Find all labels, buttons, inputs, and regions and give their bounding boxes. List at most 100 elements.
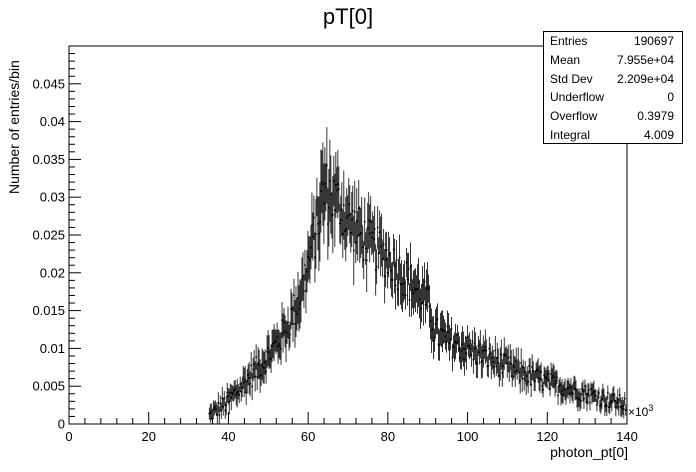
stats-row-overflow: Overflow 0.3979 <box>550 109 674 124</box>
data-point <box>496 357 499 359</box>
data-point <box>539 378 541 380</box>
data-point <box>443 330 446 332</box>
data-point <box>244 378 246 381</box>
data-point <box>379 245 382 248</box>
data-point <box>286 331 288 334</box>
data-point <box>352 249 355 252</box>
data-point <box>217 401 220 404</box>
data-point <box>322 183 324 185</box>
x-tick-label: 140 <box>616 429 638 444</box>
data-point <box>548 379 550 381</box>
data-point <box>351 209 354 212</box>
data-point <box>578 398 580 400</box>
data-point <box>610 400 612 402</box>
data-point <box>593 390 595 393</box>
data-point <box>485 349 488 352</box>
data-point <box>293 294 295 297</box>
data-point <box>602 391 604 394</box>
data-point <box>272 342 274 345</box>
data-point <box>268 351 270 354</box>
data-point <box>375 265 378 268</box>
data-point <box>590 388 592 390</box>
chart-title: pT[0] <box>322 4 374 29</box>
data-point <box>569 392 571 395</box>
data-point <box>386 271 389 274</box>
data-point <box>335 184 337 186</box>
data-point <box>360 224 363 227</box>
data-point <box>420 302 423 304</box>
data-point <box>266 350 268 353</box>
data-point <box>236 392 238 394</box>
data-point <box>308 256 310 259</box>
data-point <box>219 402 222 405</box>
data-point <box>453 346 456 349</box>
data-point <box>237 390 239 393</box>
data-point <box>425 288 428 291</box>
stats-row-entries: Entries 190697 <box>550 34 674 48</box>
data-point <box>531 366 533 368</box>
data-point <box>434 323 437 325</box>
data-point <box>489 353 492 355</box>
data-point <box>439 328 442 330</box>
data-point <box>585 393 587 395</box>
data-point <box>372 238 375 240</box>
data-point <box>307 255 309 258</box>
data-point <box>356 234 359 237</box>
data-point <box>431 328 434 331</box>
data-point <box>370 236 373 239</box>
data-point <box>555 380 557 383</box>
data-point <box>532 370 534 372</box>
data-point <box>428 305 431 308</box>
y-tick-label: 0.025 <box>32 228 65 243</box>
data-point <box>394 284 397 287</box>
data-point <box>415 288 418 290</box>
data-point <box>545 377 547 380</box>
data-point <box>211 417 214 420</box>
data-point <box>597 396 599 399</box>
data-points <box>208 127 627 424</box>
data-point <box>615 407 617 409</box>
data-point <box>300 300 302 303</box>
data-point <box>254 375 256 378</box>
data-point <box>336 189 338 191</box>
data-point <box>478 351 481 353</box>
data-point <box>587 393 589 395</box>
data-point <box>317 222 319 225</box>
data-point <box>373 228 376 230</box>
data-point <box>603 394 605 397</box>
data-point <box>472 358 475 361</box>
x-axis-label: photon_pt[0] <box>550 444 628 460</box>
data-point <box>333 180 335 182</box>
data-point <box>471 340 474 343</box>
data-point <box>224 409 227 412</box>
data-point <box>313 216 315 219</box>
data-point <box>311 224 313 227</box>
data-point <box>623 408 625 411</box>
data-point <box>382 243 385 246</box>
data-point <box>275 341 277 343</box>
data-point <box>457 341 460 343</box>
data-point <box>523 378 525 380</box>
data-point <box>400 283 403 286</box>
y-tick-label: 0.045 <box>32 76 65 91</box>
data-point <box>283 321 285 324</box>
data-point <box>611 401 613 403</box>
data-point <box>240 390 242 393</box>
data-point <box>473 342 476 345</box>
data-point <box>287 321 289 324</box>
data-point <box>592 391 594 394</box>
data-point <box>393 265 396 267</box>
y-tick-label: 0.01 <box>40 341 65 356</box>
data-point <box>542 388 544 391</box>
data-point <box>507 357 510 360</box>
x-tick-label: 80 <box>381 429 395 444</box>
data-point <box>550 373 552 375</box>
stats-row-underflow: Underflow 0 <box>550 90 674 105</box>
data-point <box>260 374 262 376</box>
data-point <box>624 397 626 400</box>
data-point <box>612 394 614 397</box>
data-point <box>608 406 610 408</box>
data-point <box>365 259 368 262</box>
data-point <box>334 209 336 212</box>
data-point <box>436 318 439 320</box>
